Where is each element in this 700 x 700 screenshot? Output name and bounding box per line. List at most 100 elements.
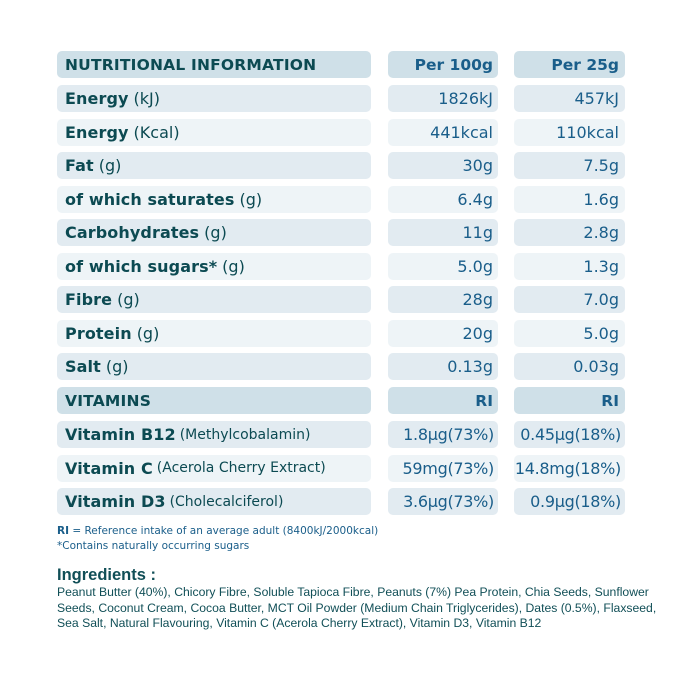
per100-value: 441kcal (430, 122, 493, 142)
vitamins-header-ri2-cell: RI (514, 387, 625, 414)
per100-value: 1826kJ (438, 89, 493, 108)
per25-value: 14.8mg(18%) (514, 458, 621, 478)
vitamins-header-label: VITAMINS (65, 391, 152, 410)
row-unit: (Kcal) (133, 122, 180, 142)
per100-cell: 5.0g (388, 252, 498, 280)
table-row-carbohydrates: Carbohydrates (g) 11g 2.8g (57, 219, 625, 246)
table-row-vitamin-c: Vitamin C (Acerola Cherry Extract) 59mg(7… (57, 454, 625, 482)
table-row-salt: Salt (g) 0.13g 0.03g (57, 353, 625, 380)
per100-cell: 59mg(73%) (388, 454, 498, 482)
vitamins-header-row: VITAMINS RI RI (57, 387, 625, 414)
per100-value: 59mg(73%) (402, 458, 495, 478)
vitamins-header-ri1-cell: RI (388, 387, 498, 414)
per100-cell: 1.8µg(73%) (388, 421, 498, 448)
per25-cell: 1.3g (514, 252, 625, 280)
row-unit: (Acerola Cherry Extract) (156, 460, 326, 476)
vitamins-header-ri1: RI (475, 391, 493, 410)
ingredients-section: Ingredients : Peanut Butter (40%), Chico… (57, 566, 657, 632)
per25-cell: 7.5g (514, 152, 625, 179)
row-unit: (g) (204, 223, 227, 242)
row-label: Protein (65, 323, 132, 343)
per25-cell: 0.03g (514, 353, 625, 380)
per100-cell: 441kcal (388, 118, 498, 146)
row-label-cell: of which sugars* (g) (57, 252, 371, 280)
per25-cell: 1.6g (514, 185, 625, 213)
table-row-saturates: of which saturates (g) 6.4g 1.6g (57, 185, 625, 213)
table-row-vitamin-b12: Vitamin B12 (Methylcobalamin) 1.8µg(73%) … (57, 421, 625, 448)
header-per25-cell: Per 25g (514, 51, 625, 78)
row-label-cell: Salt (g) (57, 353, 371, 380)
table-row-energy-kcal: Energy (Kcal) 441kcal 110kcal (57, 118, 625, 146)
row-unit: (g) (239, 189, 263, 209)
per100-value: 5.0g (457, 256, 493, 276)
per100-cell: 1826kJ (388, 85, 498, 112)
row-label: of which saturates (65, 189, 235, 209)
row-unit: (g) (136, 323, 160, 343)
per100-value: 20g (462, 323, 493, 343)
table-row-fibre: Fibre (g) 28g 7.0g (57, 286, 625, 313)
row-unit: (Cholecalciferol) (169, 493, 284, 510)
per100-cell: 20g (388, 319, 498, 347)
per25-value: 7.5g (583, 156, 619, 175)
row-label: of which sugars* (65, 256, 218, 276)
row-label-cell: Energy (Kcal) (57, 118, 371, 146)
row-label: Fibre (65, 290, 113, 309)
ingredients-title: Ingredients : (57, 566, 157, 584)
row-unit: (kJ) (133, 89, 161, 108)
per100-value: 0.13g (447, 357, 493, 376)
header-label-cell: NUTRITIONAL INFORMATION (57, 51, 371, 78)
per25-value: 457kJ (574, 89, 619, 108)
table-header-row: NUTRITIONAL INFORMATION Per 100g Per 25g (57, 51, 625, 78)
row-label: Vitamin C (65, 458, 153, 478)
per25-value: 0.45µg(18%) (520, 425, 621, 444)
per25-value: 0.03g (573, 357, 619, 376)
row-unit: (g) (98, 156, 122, 175)
row-label-cell: Vitamin D3 (Cholecalciferol) (57, 488, 371, 515)
footnotes: RI = Reference intake of an average adul… (57, 524, 378, 554)
table-row-energy-kj: Energy (kJ) 1826kJ 457kJ (57, 85, 625, 112)
table-row-fat: Fat (g) 30g 7.5g (57, 152, 625, 179)
header-per25: Per 25g (551, 55, 619, 74)
per25-cell: 14.8mg(18%) (514, 454, 625, 482)
row-label-cell: Vitamin C (Acerola Cherry Extract) (57, 454, 371, 482)
header-per100-cell: Per 100g (388, 51, 498, 78)
per100-cell: 30g (388, 152, 498, 179)
ri-abbr: RI (57, 525, 69, 537)
row-label: Vitamin D3 (65, 492, 166, 511)
per100-cell: 3.6µg(73%) (388, 488, 498, 515)
per25-cell: 5.0g (514, 319, 625, 347)
per100-cell: 11g (388, 219, 498, 246)
row-label: Fat (65, 156, 94, 175)
per25-cell: 457kJ (514, 85, 625, 112)
per25-value: 5.0g (583, 323, 619, 343)
row-label-cell: Fat (g) (57, 152, 371, 179)
row-unit: (g) (117, 290, 140, 309)
row-label-cell: Protein (g) (57, 319, 371, 347)
sugars-footnote: *Contains naturally occurring sugars (57, 540, 250, 552)
per25-cell: 110kcal (514, 118, 625, 146)
row-label: Vitamin B12 (65, 425, 176, 444)
vitamins-header-label-cell: VITAMINS (57, 387, 371, 414)
per25-cell: 7.0g (514, 286, 625, 313)
per100-cell: 6.4g (388, 185, 498, 213)
row-unit: (g) (222, 256, 245, 276)
per25-value: 1.3g (583, 256, 619, 276)
table-row-protein: Protein (g) 20g 5.0g (57, 319, 625, 347)
per100-value: 28g (462, 290, 493, 309)
row-label: Energy (65, 89, 129, 108)
row-label-cell: Energy (kJ) (57, 85, 371, 112)
per100-value: 30g (462, 156, 493, 175)
per25-value: 7.0g (583, 290, 619, 309)
row-label-cell: of which saturates (g) (57, 185, 371, 213)
per100-value: 6.4g (457, 189, 493, 209)
row-label-cell: Carbohydrates (g) (57, 219, 371, 246)
vitamins-header-ri2: RI (601, 391, 619, 410)
per25-value: 2.8g (583, 223, 619, 242)
per25-cell: 0.45µg(18%) (514, 421, 625, 448)
ri-definition: = Reference intake of an average adult (… (69, 525, 379, 537)
row-label: Carbohydrates (65, 223, 200, 242)
per25-value: 1.6g (583, 189, 619, 209)
table-row-sugars: of which sugars* (g) 5.0g 1.3g (57, 252, 625, 280)
header-per100: Per 100g (414, 55, 493, 74)
per25-cell: 2.8g (514, 219, 625, 246)
